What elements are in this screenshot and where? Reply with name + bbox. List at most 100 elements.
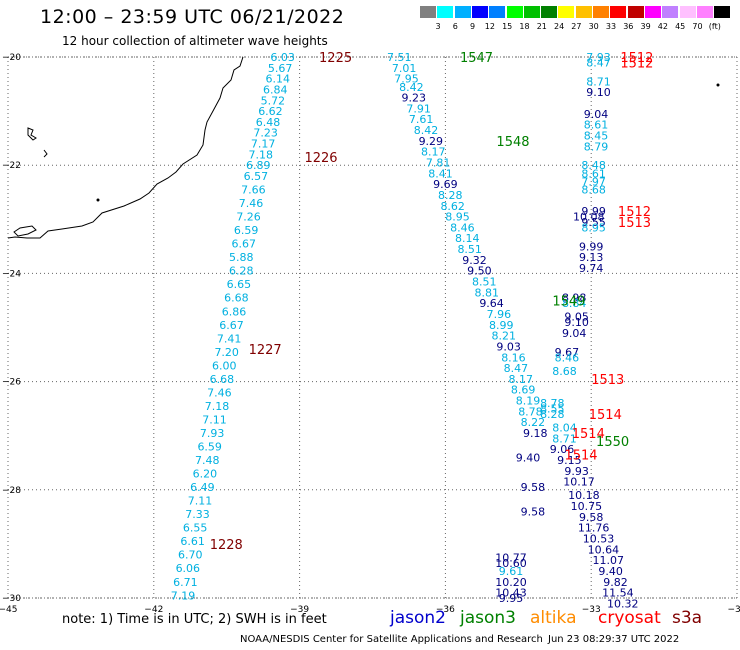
wave-height-value: 8.16 [501, 351, 526, 364]
wave-height-value: 7.46 [239, 197, 264, 210]
wave-height-value: 11.07 [592, 554, 624, 567]
colorbar-label: 15 [502, 22, 513, 31]
island-outline [27, 127, 37, 141]
wave-height-value: 9.64 [479, 297, 504, 310]
wave-height-value: 10.43 [495, 587, 527, 600]
lagoon-outline [13, 225, 37, 237]
wave-height-value: 8.71 [586, 75, 611, 88]
colorbar-label: 33 [605, 22, 617, 31]
wave-height-value: 6.57 [244, 170, 269, 183]
wave-height-value: 8.79 [584, 140, 609, 153]
wave-height-value: 6.20 [193, 468, 218, 481]
wave-height-value: 8.51 [472, 276, 497, 289]
wave-height-value: 5.67 [268, 62, 293, 75]
wave-height-value: 8.81 [474, 286, 499, 299]
wave-height-value: 6.03 [270, 51, 295, 64]
colorbar-swatch [541, 6, 558, 18]
wave-height-value: 9.18 [523, 427, 548, 440]
x-tick-label: −36 [436, 605, 455, 615]
wave-height-value: 9.15 [557, 454, 582, 467]
wave-height-value: 9.74 [579, 262, 604, 275]
wave-height-value: 6.14 [265, 73, 290, 86]
wave-height-value: 8.17 [421, 146, 446, 159]
wave-height-value: 6.55 [183, 522, 208, 535]
wave-height-value: 8.95 [581, 221, 606, 234]
wave-height-value: 6.49 [190, 481, 215, 494]
wave-height-value: 8.84 [562, 297, 587, 310]
colorbar-swatch [437, 6, 454, 18]
colorbar-label: 12 [484, 22, 495, 31]
wave-height-value: 7.96 [487, 308, 512, 321]
wave-height-value: 6.67 [219, 319, 244, 332]
wave-height-value: 8.28 [540, 408, 565, 421]
wave-height-value: 8.28 [438, 189, 463, 202]
island-outline [43, 149, 48, 158]
colorbar-swatch [610, 6, 627, 18]
colorbar-swatch [679, 6, 696, 18]
wave-height-value: 8.14 [455, 232, 480, 245]
colorbar-swatch [420, 6, 436, 18]
colorbar-label: 30 [588, 22, 599, 31]
pass-time-label: 1512 [620, 51, 653, 66]
colorbar-label: 3 [435, 22, 441, 31]
wave-height-value: 8.48 [581, 159, 606, 172]
wave-height-value: 9.61 [499, 565, 524, 578]
colorbar-swatch [558, 6, 575, 18]
wave-height-value: 10.08 [573, 211, 605, 224]
pass-time-label: 1549 [552, 294, 585, 309]
wave-height-value: 8.69 [511, 384, 536, 397]
wave-height-value: 7.81 [426, 156, 451, 169]
wave-height-value: 8.55 [540, 403, 565, 416]
wave-height-value: 5.88 [229, 251, 254, 264]
colorbar-swatch [662, 6, 679, 18]
wave-height-value: 8.61 [581, 167, 606, 180]
wave-height-value: 8.42 [414, 124, 439, 137]
wave-height-value: 9.58 [579, 511, 604, 524]
colorbar-swatch [575, 6, 592, 18]
colorbar-swatch [696, 6, 713, 18]
wave-height-value: 6.65 [227, 278, 252, 291]
pass-time-label: 1225 [319, 51, 352, 66]
pass-time-label: 1550 [596, 435, 629, 450]
wave-height-value: 8.17 [508, 373, 533, 386]
colorbar-label: 9 [470, 22, 476, 31]
colorbar-label: 24 [554, 22, 565, 31]
wave-height-value: 9.99 [581, 205, 606, 218]
wave-height-value: 10.77 [495, 551, 527, 564]
wave-height-value: 8.99 [489, 319, 514, 332]
y-tick-label: −28 [2, 486, 21, 496]
wave-height-value: 9.29 [419, 135, 444, 148]
x-tick-label: −39 [290, 605, 309, 615]
legend-item-s3a: s3a [672, 608, 703, 628]
y-tick-label: −30 [2, 594, 21, 604]
wave-height-value: 11.54 [602, 587, 634, 600]
wave-height-value: 9.03 [496, 340, 521, 353]
colorbar-label: 42 [657, 22, 668, 31]
legend-item-cryosat: cryosat [598, 608, 661, 628]
x-tick-label: −42 [144, 605, 163, 615]
legend-item-jason3: jason3 [460, 608, 516, 628]
wave-height-value: 8.42 [399, 81, 424, 94]
wave-height-value: 9.05 [564, 311, 589, 324]
page-subtitle: 12 hour collection of altimeter wave hei… [62, 34, 328, 48]
wave-height-value: 6.61 [180, 535, 205, 548]
wave-height-value: 10.64 [588, 543, 620, 556]
wave-height-value: 9.58 [521, 481, 546, 494]
wave-height-value: 7.33 [185, 508, 210, 521]
wave-height-value: 7.91 [406, 102, 431, 115]
colorbar-label: 36 [623, 22, 634, 31]
wave-height-value: 6.68 [224, 292, 249, 305]
pass-time-label: 1514 [589, 408, 622, 423]
pass-time-label: 1227 [249, 343, 282, 358]
wave-height-value: 9.58 [521, 505, 546, 518]
wave-height-value: 6.67 [231, 238, 256, 251]
wave-height-value: 7.51 [387, 51, 412, 64]
wave-height-value: 6.06 [176, 562, 201, 575]
colorbar-swatch [714, 6, 731, 18]
wave-height-value: 9.10 [564, 316, 589, 329]
wave-height-value: 7.01 [392, 62, 417, 75]
wave-height-value: 9.32 [462, 254, 487, 267]
colorbar-label: 18 [519, 22, 530, 31]
wave-height-value: 10.60 [495, 557, 527, 570]
